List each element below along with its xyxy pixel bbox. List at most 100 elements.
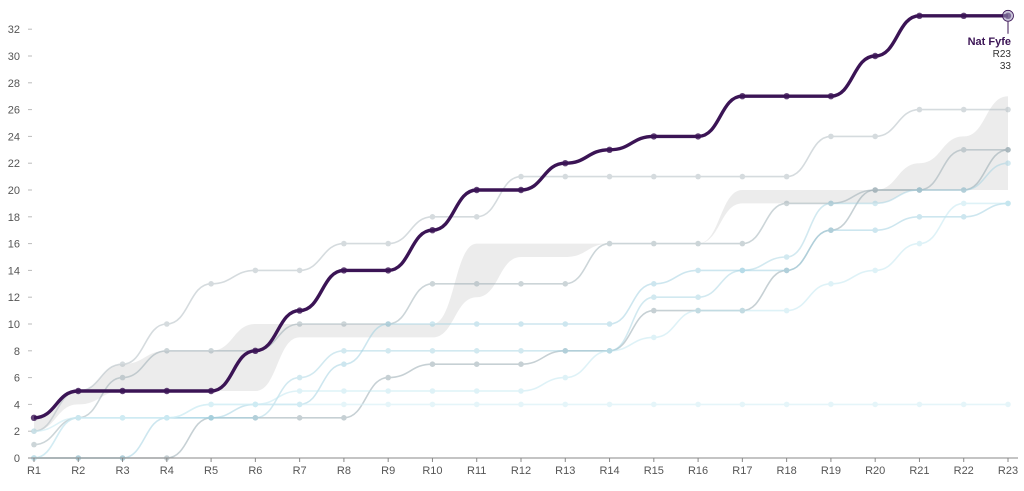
series-point	[916, 214, 923, 220]
series-1	[31, 106, 1011, 435]
series-point	[828, 401, 834, 408]
series-point	[119, 374, 126, 381]
series-point	[651, 281, 657, 287]
series-point	[208, 281, 214, 287]
series-point	[651, 334, 657, 341]
series-point	[252, 415, 259, 421]
series-point	[783, 254, 790, 260]
series-point	[164, 348, 170, 354]
band-area	[34, 96, 1008, 432]
highlight-point	[163, 387, 171, 395]
series-point	[164, 415, 170, 421]
series-point	[429, 214, 436, 220]
highlight-point	[562, 160, 569, 167]
series-point	[695, 307, 701, 314]
series-point	[960, 106, 967, 113]
series-point	[695, 240, 701, 247]
series-point	[296, 415, 303, 421]
series-point	[518, 388, 524, 394]
highlight-point	[429, 227, 436, 234]
range-band	[34, 96, 1008, 432]
y-tick-label: 10	[8, 319, 20, 331]
series-point	[296, 321, 303, 327]
series-point	[252, 415, 259, 421]
y-tick-label: 0	[14, 453, 20, 465]
series-7	[31, 401, 1011, 461]
x-tick-label: R13	[555, 465, 575, 477]
y-tick-label: 22	[8, 158, 20, 170]
highlight-point	[207, 387, 215, 395]
series-point	[341, 401, 347, 408]
y-tick-label: 18	[8, 212, 20, 224]
highlight-point	[606, 146, 613, 153]
series-point	[783, 200, 790, 207]
series-point	[518, 173, 524, 180]
series-point	[296, 374, 303, 381]
series-point	[828, 281, 834, 287]
x-tick-label: R2	[71, 465, 85, 477]
series-point	[429, 401, 436, 408]
x-tick-label: R10	[422, 465, 442, 477]
background-series	[31, 106, 1011, 461]
x-axis: R1 R2 R3 R4 R5 R6 R7 R8 R9 R10 R11 R12 R13 R14 R15 R16 R…	[27, 457, 1018, 477]
x-tick-label: R21	[909, 465, 929, 477]
series-point	[783, 267, 790, 274]
series-point	[518, 401, 524, 408]
series-point	[872, 267, 878, 274]
series-point	[252, 267, 259, 274]
series-point	[872, 401, 878, 408]
series-3	[31, 147, 1011, 448]
highlight-point	[827, 93, 835, 100]
x-tick-label: R5	[204, 465, 218, 477]
series-point	[828, 227, 834, 233]
series-point	[429, 321, 436, 327]
x-tick-label: R14	[599, 465, 619, 477]
series-point	[562, 281, 569, 287]
series-point	[562, 348, 569, 354]
series-point	[739, 307, 746, 314]
series-line	[33, 149, 1008, 446]
series-point	[960, 187, 967, 193]
series-point	[385, 348, 391, 354]
x-tick-label: R23	[998, 465, 1018, 477]
series-point	[208, 415, 214, 421]
series-point	[385, 374, 391, 381]
series-point	[606, 173, 613, 180]
series-point	[739, 173, 746, 180]
y-tick-label: 30	[8, 51, 20, 63]
series-point	[960, 147, 967, 153]
series-point	[341, 388, 347, 394]
series-point	[1005, 401, 1011, 408]
series-point	[31, 428, 37, 435]
y-tick-label: 2	[14, 426, 20, 438]
highlight-point	[296, 307, 303, 314]
series-point	[341, 321, 347, 327]
series-point	[341, 415, 347, 421]
x-tick-label: R8	[337, 465, 351, 477]
series-point	[960, 214, 967, 220]
series-point	[31, 441, 37, 448]
highlight-series	[30, 9, 1014, 421]
series-point	[164, 321, 170, 327]
series-point	[75, 415, 82, 421]
series-point	[385, 321, 391, 327]
series-point	[562, 173, 569, 180]
series-point	[562, 374, 569, 381]
y-tick-label: 32	[8, 24, 20, 36]
highlight-point	[916, 12, 923, 19]
series-point	[429, 388, 436, 394]
series-point	[208, 348, 214, 354]
series-point	[473, 281, 480, 287]
series-point	[562, 348, 569, 354]
series-point	[518, 321, 524, 327]
series-point	[1005, 160, 1011, 166]
series-point	[341, 240, 347, 247]
series-point	[916, 240, 923, 247]
highlight-point	[694, 133, 702, 140]
series-point	[606, 240, 613, 247]
y-tick-label: 8	[14, 346, 20, 358]
series-point	[562, 321, 569, 327]
series-line	[33, 149, 1009, 459]
series-point	[473, 401, 480, 408]
